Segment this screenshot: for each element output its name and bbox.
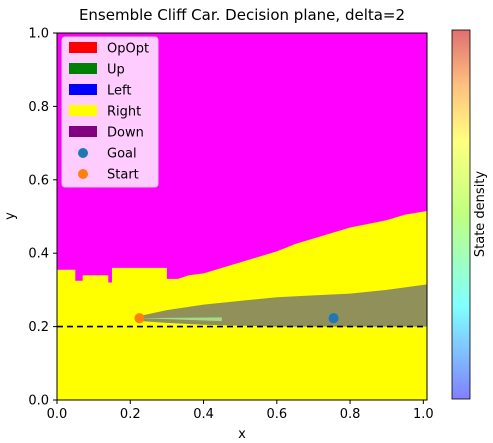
legend-label: Right	[107, 105, 141, 120]
legend-marker	[78, 148, 88, 158]
colorbar-gradient	[451, 29, 471, 400]
legend-swatch	[69, 63, 97, 74]
state-density-core	[139, 317, 222, 322]
state-density-band	[141, 284, 427, 327]
legend-label: Up	[107, 63, 125, 78]
chart-title: Ensemble Cliff Car. Decision plane, delt…	[79, 6, 405, 24]
x-axis-ticks: 0.0 0.2 0.4 0.6 0.8 1.0	[47, 400, 434, 422]
y-tick-label: 0.4	[28, 247, 49, 262]
y-tick-label: 1.0	[28, 27, 49, 42]
plot-area	[57, 33, 427, 400]
y-axis-ticks: 0.0 0.2 0.4 0.6 0.8 1.0	[28, 27, 57, 409]
x-tick-label: 0.2	[120, 407, 141, 422]
x-tick-label: 0.6	[266, 407, 287, 422]
x-axis-label: x	[238, 427, 246, 442]
legend-label: Start	[107, 168, 139, 183]
y-tick-label: 0.0	[28, 394, 49, 409]
legend-swatch	[69, 105, 97, 116]
x-tick-label: 0.8	[340, 407, 361, 422]
legend-label: Left	[107, 84, 131, 99]
y-tick-label: 0.8	[28, 100, 49, 115]
legend-swatch	[69, 126, 97, 137]
x-tick-label: 0.0	[47, 407, 68, 422]
legend-label: Down	[107, 126, 144, 141]
plot-frame	[56, 32, 428, 401]
x-tick-label: 0.4	[193, 407, 214, 422]
legend-swatch	[69, 84, 97, 95]
legend: OpOpt Up Left Right Down Goal Start	[61, 36, 159, 188]
y-tick-label: 0.6	[28, 173, 49, 188]
y-tick-label: 0.2	[28, 320, 49, 335]
goal-point	[328, 313, 339, 324]
legend-label: OpOpt	[107, 42, 149, 57]
start-point	[134, 313, 145, 324]
legend-swatch	[69, 42, 97, 53]
y-axis-label: y	[3, 212, 18, 220]
colorbar-label: State density	[473, 171, 488, 258]
legend-marker	[78, 169, 88, 179]
x-tick-label: 1.0	[413, 407, 434, 422]
colorbar: State density	[451, 29, 488, 400]
legend-label: Goal	[107, 147, 137, 162]
